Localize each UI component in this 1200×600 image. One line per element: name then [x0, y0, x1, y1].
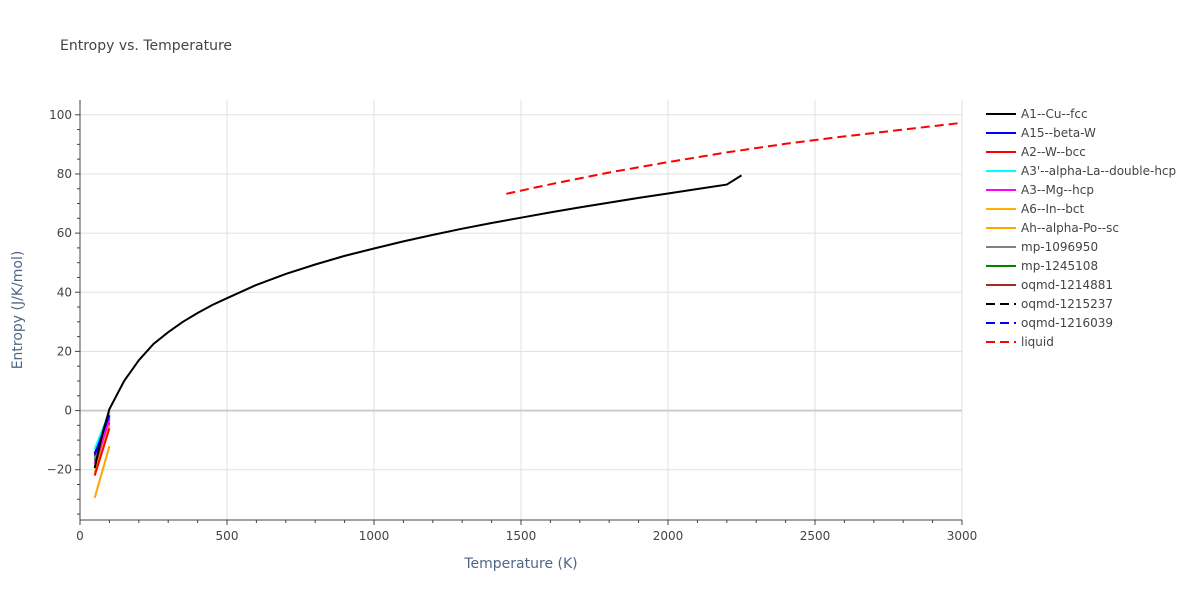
legend-item[interactable]: A3--Mg--hcp	[986, 183, 1094, 197]
y-tick-label: 100	[49, 108, 72, 122]
legend-label: A1--Cu--fcc	[1021, 107, 1088, 121]
series-layer	[93, 121, 963, 499]
legend-label: A15--beta-W	[1021, 126, 1096, 140]
legend: A1--Cu--fcc A15--beta-W A2--W--bcc A3'--alp…	[986, 107, 1176, 349]
axes: 0 500 1000 1500 2000 2500 3000 −20 0 20 40 60 80 100	[47, 100, 978, 543]
legend-item[interactable]: liquid	[986, 335, 1054, 349]
legend-label: oqmd-1215237	[1021, 297, 1113, 311]
legend-item[interactable]: oqmd-1214881	[986, 278, 1113, 292]
x-tick-label: 3000	[947, 529, 978, 543]
y-axis-title: Entropy (J/K/mol)	[10, 251, 26, 370]
legend-label: mp-1096950	[1021, 240, 1098, 254]
legend-item[interactable]: A1--Cu--fcc	[986, 107, 1088, 121]
legend-label: oqmd-1216039	[1021, 316, 1113, 330]
legend-item[interactable]: mp-1245108	[986, 259, 1098, 273]
y-tick-label: 80	[57, 167, 72, 181]
legend-label: A2--W--bcc	[1021, 145, 1086, 159]
series-line-a1-cu-fcc	[93, 174, 743, 469]
x-axis-title: Temperature (K)	[463, 556, 577, 572]
x-tick-label: 0	[76, 529, 84, 543]
x-tick-label: 500	[216, 529, 239, 543]
legend-item[interactable]: oqmd-1215237	[986, 297, 1113, 311]
legend-label: liquid	[1021, 335, 1054, 349]
y-tick-label: 60	[57, 226, 72, 240]
series-line-a2-w-bcc	[93, 428, 111, 476]
x-tick-label: 1000	[359, 529, 390, 543]
legend-label: A3--Mg--hcp	[1021, 183, 1094, 197]
legend-label: mp-1245108	[1021, 259, 1098, 273]
legend-item[interactable]: A2--W--bcc	[986, 145, 1086, 159]
legend-item[interactable]: oqmd-1216039	[986, 316, 1113, 330]
chart-title: Entropy vs. Temperature	[60, 38, 232, 54]
x-tick-label: 2000	[653, 529, 684, 543]
legend-item[interactable]: mp-1096950	[986, 240, 1098, 254]
series-line-liquid	[506, 121, 963, 195]
x-tick-label: 1500	[506, 529, 537, 543]
legend-item[interactable]: A15--beta-W	[986, 126, 1096, 140]
legend-label: A6--In--bct	[1021, 202, 1085, 216]
y-tick-label: −20	[47, 463, 72, 477]
legend-label: oqmd-1214881	[1021, 278, 1113, 292]
y-tick-label: 20	[57, 344, 72, 358]
y-tick-label: 0	[64, 404, 72, 418]
x-tick-label: 2500	[800, 529, 831, 543]
series-line-ah-alpha-po-sc	[93, 445, 111, 499]
grid	[80, 100, 963, 520]
legend-label: A3'--alpha-La--double-hcp	[1021, 164, 1176, 178]
legend-item[interactable]: A3'--alpha-La--double-hcp	[986, 164, 1176, 178]
legend-item[interactable]: Ah--alpha-Po--sc	[986, 221, 1119, 235]
legend-label: Ah--alpha-Po--sc	[1021, 221, 1119, 235]
legend-item[interactable]: A6--In--bct	[986, 202, 1085, 216]
y-tick-label: 40	[57, 285, 72, 299]
